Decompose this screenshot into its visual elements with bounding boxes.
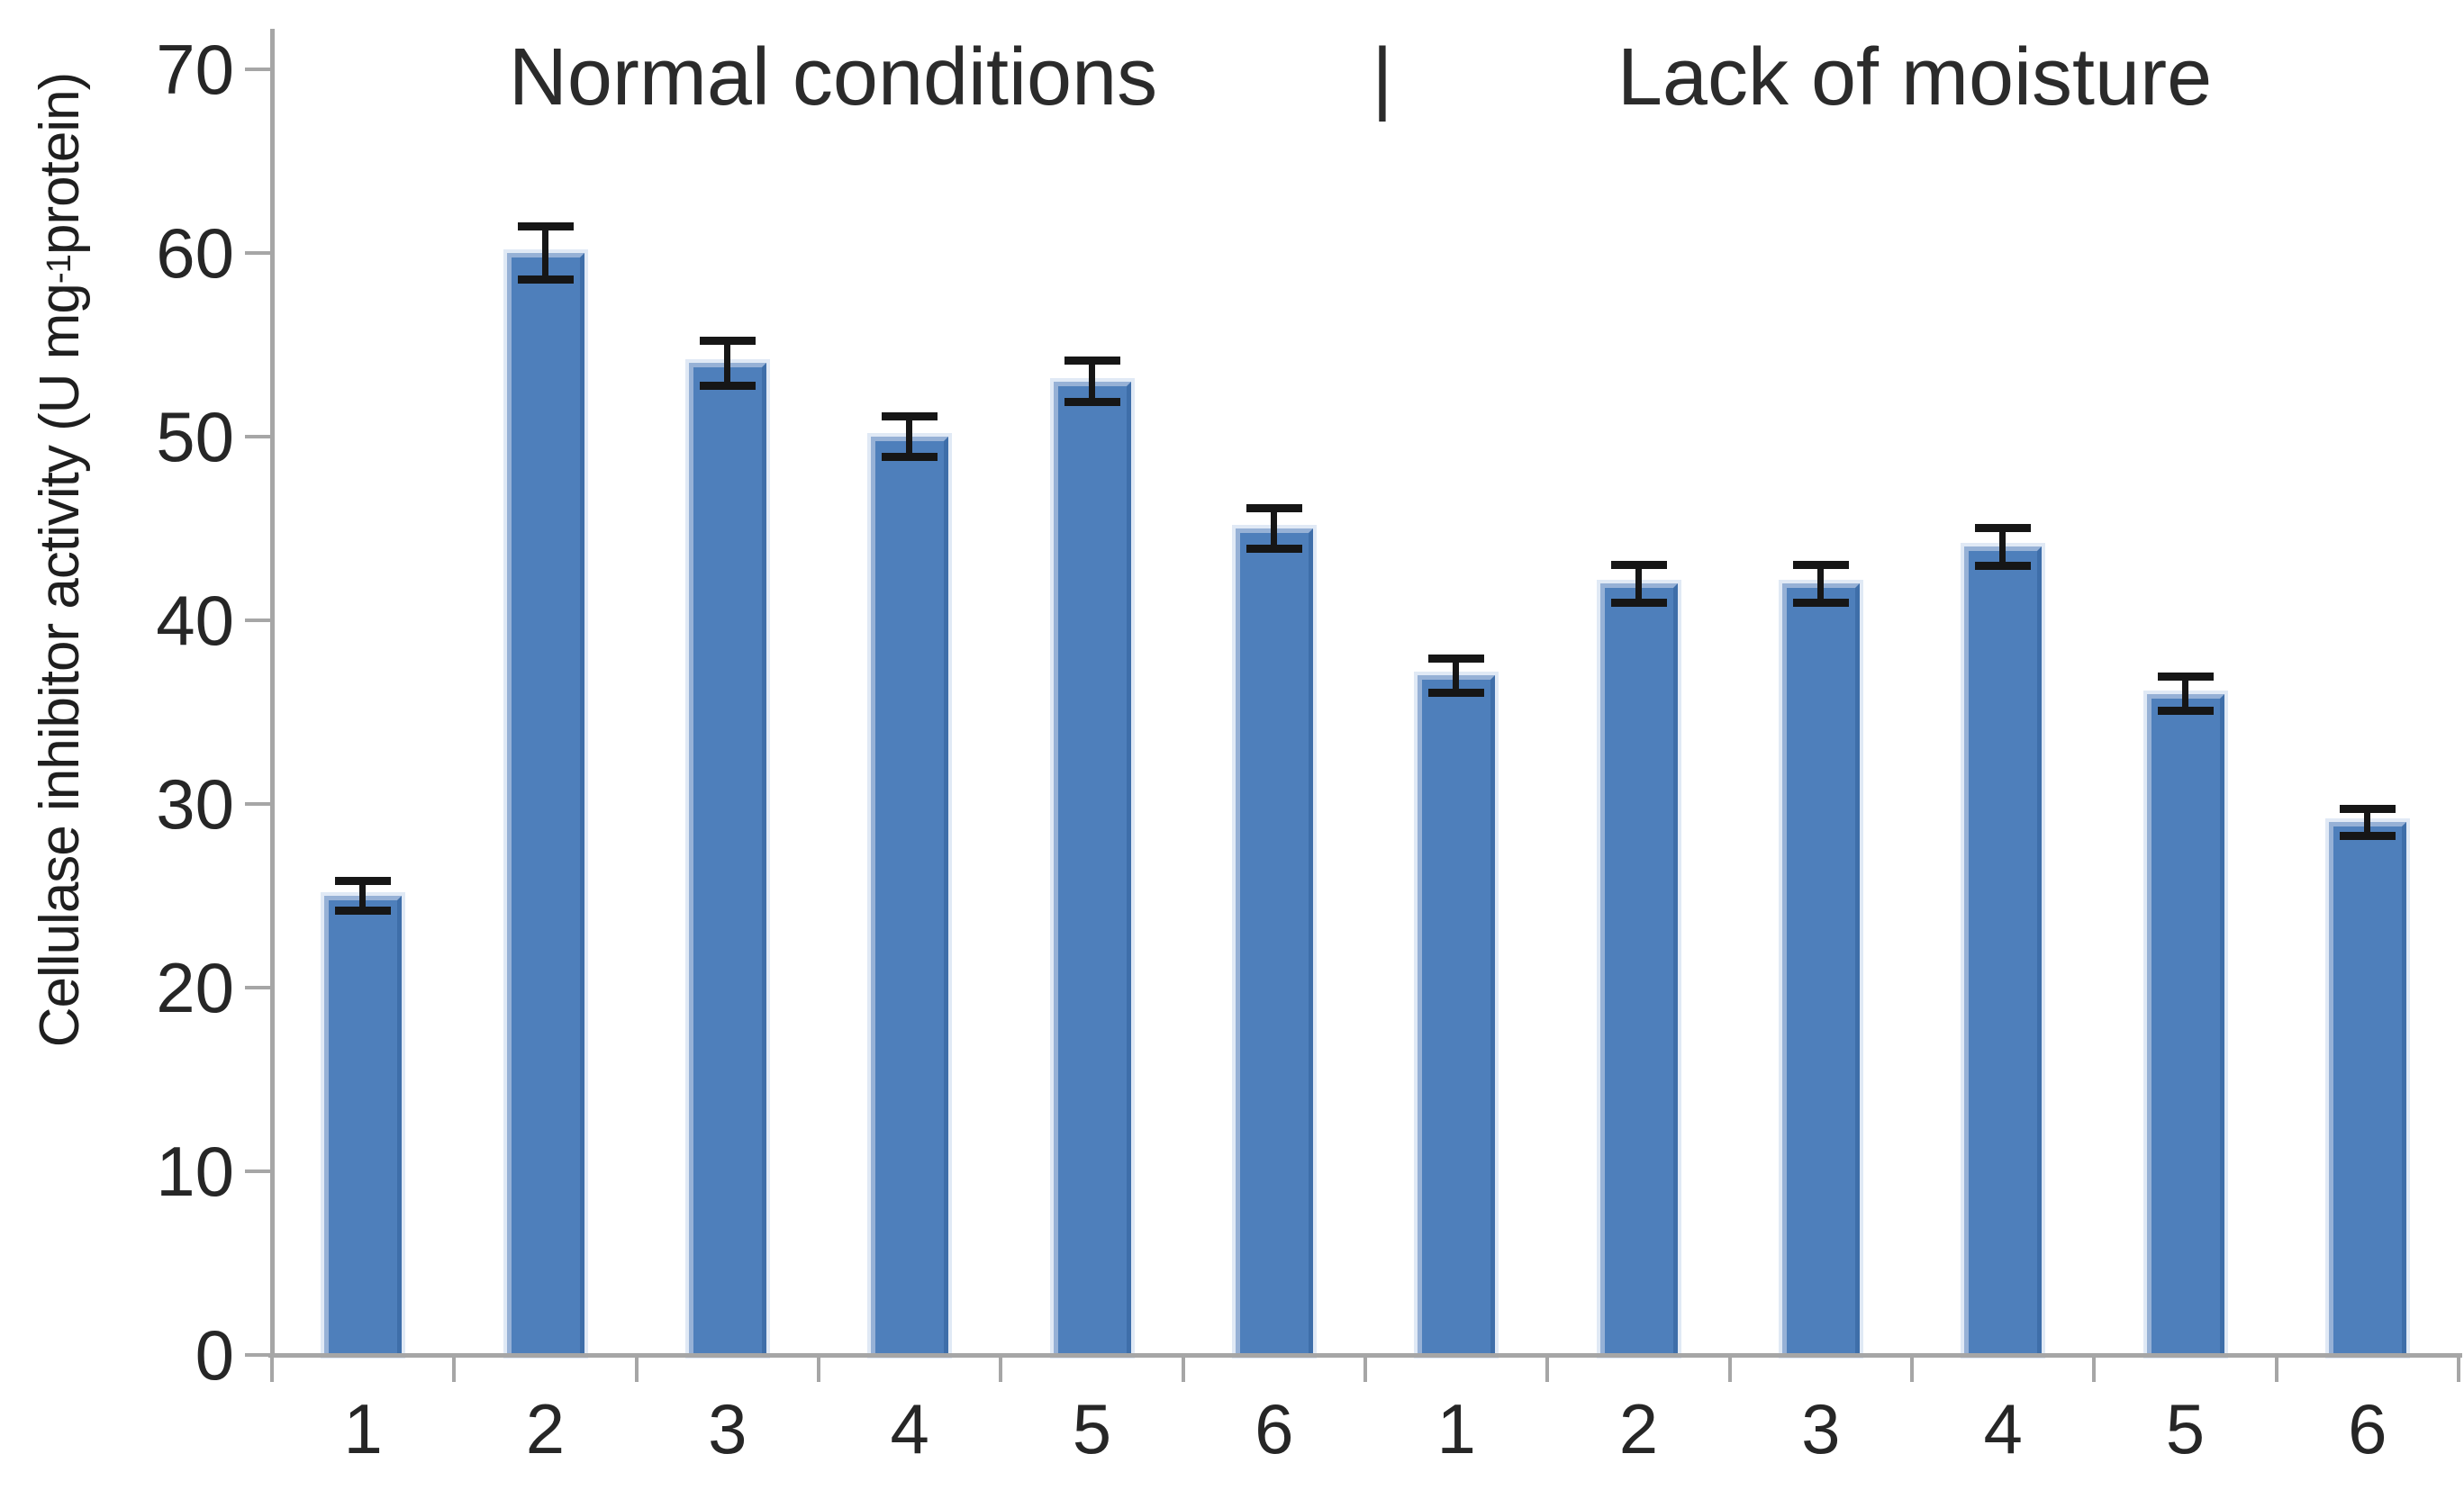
x-tick-label: 6 xyxy=(1255,1389,1294,1468)
bar-lack-of-moisture-5 xyxy=(2146,693,2224,1355)
error-bar-cap-bottom xyxy=(2339,831,2396,840)
x-tick-label: 1 xyxy=(1436,1389,1476,1468)
x-tick-label: 5 xyxy=(1072,1389,1112,1468)
y-axis-tick xyxy=(245,1353,272,1357)
y-axis-tick xyxy=(245,68,272,71)
error-bar-line xyxy=(1088,361,1095,402)
x-axis-tick xyxy=(1181,1355,1185,1382)
x-axis-tick xyxy=(1545,1355,1550,1382)
error-bar-cap-top xyxy=(335,876,392,885)
group-separator: | xyxy=(1372,32,1393,122)
error-bar-line xyxy=(1635,564,1642,602)
error-bar-cap-top xyxy=(882,411,938,420)
bar-lack-of-moisture-6 xyxy=(2328,822,2406,1355)
x-tick-label: 4 xyxy=(1983,1389,2023,1468)
error-bar-cap-top xyxy=(1428,654,1485,663)
x-axis-tick xyxy=(999,1355,1003,1382)
bar-normal-conditions-6 xyxy=(1235,528,1313,1355)
y-axis-tick xyxy=(245,802,272,806)
bar-lack-of-moisture-2 xyxy=(1599,583,1678,1355)
error-bar-line xyxy=(1270,508,1277,549)
y-axis-tick xyxy=(245,251,272,255)
x-axis-tick xyxy=(817,1355,820,1382)
x-tick-label: 2 xyxy=(1618,1389,1659,1468)
x-axis-tick xyxy=(1910,1355,1914,1382)
error-bar-cap-top xyxy=(517,222,574,231)
error-bar-cap-top xyxy=(699,336,756,345)
y-tick-label: 20 xyxy=(156,948,234,1027)
bar-normal-conditions-1 xyxy=(324,896,403,1355)
bar-normal-conditions-4 xyxy=(871,437,949,1355)
group-title-lack-of-moisture: Lack of moisture xyxy=(1617,32,2213,122)
bar-lack-of-moisture-1 xyxy=(1418,675,1496,1355)
error-bar-line xyxy=(1816,564,1824,602)
y-axis-tick xyxy=(245,986,272,989)
group-title-normal-conditions: Normal conditions xyxy=(508,32,1158,122)
bar-lack-of-moisture-4 xyxy=(1964,546,2043,1355)
x-axis-tick xyxy=(1727,1355,1732,1382)
error-bar-line xyxy=(906,416,913,457)
error-bar-line xyxy=(1999,528,2007,565)
y-tick-label: 50 xyxy=(156,397,234,476)
error-bar-cap-top xyxy=(1610,560,1667,569)
error-bar-cap-bottom xyxy=(1064,398,1120,407)
x-tick-label: 2 xyxy=(525,1389,566,1468)
error-bar-cap-top xyxy=(1792,560,1849,569)
error-bar-cap-bottom xyxy=(882,453,938,462)
error-bar-cap-top xyxy=(2339,805,2396,814)
bar-normal-conditions-2 xyxy=(506,253,584,1355)
x-tick-label: 3 xyxy=(708,1389,747,1468)
error-bar-cap-bottom xyxy=(1975,561,2032,570)
x-tick-label: 5 xyxy=(2165,1389,2206,1468)
y-tick-label: 10 xyxy=(156,1132,234,1211)
error-bar-cap-bottom xyxy=(1792,598,1849,607)
x-axis-tick xyxy=(2092,1355,2097,1382)
x-axis-tick xyxy=(2274,1355,2278,1382)
error-bar-line xyxy=(1453,658,1460,692)
y-axis-tick xyxy=(245,619,272,622)
error-bar-cap-bottom xyxy=(699,381,756,390)
x-tick-label: 4 xyxy=(890,1389,929,1468)
y-axis-line xyxy=(270,29,275,1358)
error-bar-cap-bottom xyxy=(1610,598,1667,607)
error-bar-cap-top xyxy=(2157,673,2214,682)
error-bar-line xyxy=(2363,809,2370,835)
error-bar-cap-bottom xyxy=(2157,706,2214,715)
error-bar-line xyxy=(541,227,548,279)
bar-lack-of-moisture-3 xyxy=(1781,583,1860,1355)
x-axis-tick xyxy=(1363,1355,1367,1382)
x-tick-label: 3 xyxy=(1801,1389,1841,1468)
error-bar-cap-bottom xyxy=(1246,545,1302,554)
x-tick-label: 6 xyxy=(2348,1389,2387,1468)
y-tick-label: 0 xyxy=(195,1315,234,1395)
error-bar-cap-top xyxy=(1975,524,2032,532)
error-bar-cap-top xyxy=(1064,357,1120,366)
x-axis-tick xyxy=(634,1355,639,1382)
y-tick-label: 40 xyxy=(156,581,234,660)
x-axis-tick xyxy=(270,1355,274,1382)
x-tick-label: 1 xyxy=(343,1389,383,1468)
error-bar-cap-bottom xyxy=(1428,688,1485,697)
error-bar-cap-top xyxy=(1246,503,1302,512)
error-bar-line xyxy=(723,340,730,385)
y-tick-label: 60 xyxy=(156,213,234,293)
y-axis-tick xyxy=(245,1169,272,1173)
error-bar-cap-bottom xyxy=(517,275,574,284)
y-tick-label: 30 xyxy=(156,764,234,844)
bar-normal-conditions-5 xyxy=(1053,381,1131,1355)
error-bar-line xyxy=(2181,677,2188,710)
x-axis-tick xyxy=(2457,1355,2460,1382)
x-axis-tick xyxy=(452,1355,457,1382)
bar-normal-conditions-3 xyxy=(688,363,766,1355)
y-axis-tick xyxy=(245,435,272,438)
error-bar-line xyxy=(359,880,367,911)
y-tick-label: 70 xyxy=(156,30,234,109)
error-bar-cap-bottom xyxy=(335,907,392,916)
